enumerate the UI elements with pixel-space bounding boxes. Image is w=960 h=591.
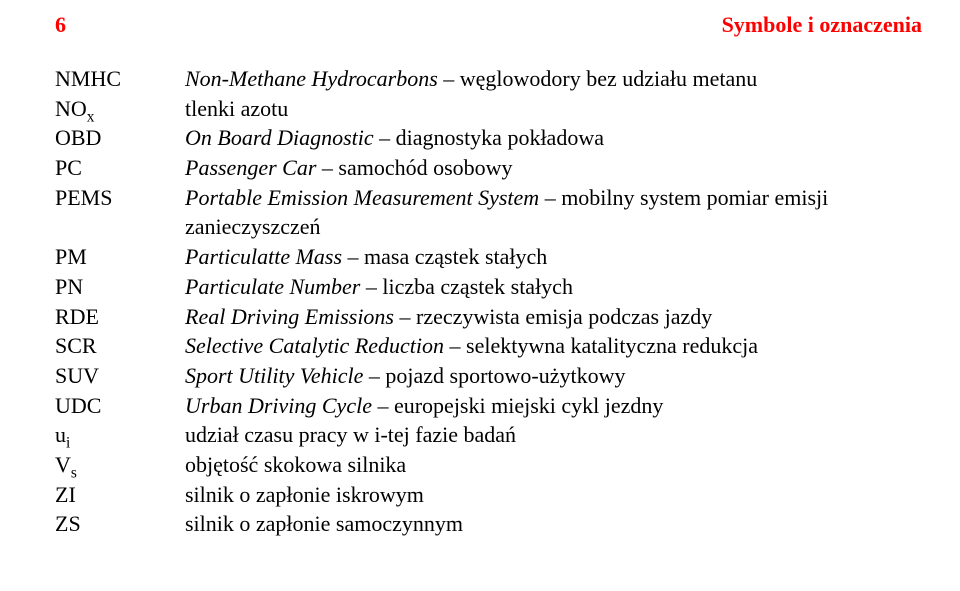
abbr: PN [55, 272, 185, 302]
definition: Particulatte Mass – masa cząstek stałych [185, 242, 922, 272]
abbr: SUV [55, 361, 185, 391]
def-italic: Urban Driving Cycle – [185, 393, 388, 418]
page-number: 6 [55, 12, 66, 38]
def-italic: Passenger Car [185, 155, 316, 180]
abbr: OBD [55, 123, 185, 153]
def-italic: Particulate Number [185, 274, 360, 299]
definition: Real Driving Emissions – rzeczywista emi… [185, 302, 922, 332]
abbr-sub: s [71, 464, 77, 481]
abbr: NOx [55, 94, 185, 124]
def-italic: Portable Emission Measurement System [185, 185, 539, 210]
definition-row: NMHC Non-Methane Hydrocarbons – węglowod… [55, 64, 922, 94]
definition: objętość skokowa silnika [185, 450, 922, 480]
definition-row: PN Particulate Number – liczba cząstek s… [55, 272, 922, 302]
def-italic: Selective Catalytic Reduction [185, 333, 444, 358]
definition: Non-Methane Hydrocarbons – węglowodory b… [185, 64, 922, 94]
definition: Particulate Number – liczba cząstek stał… [185, 272, 922, 302]
definition-row: ZS silnik o zapłonie samoczynnym [55, 509, 922, 539]
definition-row: SCR Selective Catalytic Reduction – sele… [55, 331, 922, 361]
abbr: UDC [55, 391, 185, 421]
abbr: Vs [55, 450, 185, 480]
definitions-list: NMHC Non-Methane Hydrocarbons – węglowod… [55, 64, 922, 539]
abbr: ZI [55, 480, 185, 510]
definition-row: UDC Urban Driving Cycle – europejski mie… [55, 391, 922, 421]
definition-row: PEMS Portable Emission Measurement Syste… [55, 183, 922, 242]
def-italic: On Board Diagnostic [185, 125, 374, 150]
def-rest: – selektywna katalityczna redukcja [444, 333, 758, 358]
def-rest: tlenki azotu [185, 96, 288, 121]
def-italic: Particulatte Mass [185, 244, 342, 269]
definition-row: ui udział czasu pracy w i-tej fazie bada… [55, 420, 922, 450]
definition: Portable Emission Measurement System – m… [185, 183, 922, 242]
definition: Passenger Car – samochód osobowy [185, 153, 922, 183]
abbr-main: u [55, 422, 66, 447]
abbr-main: NO [55, 96, 87, 121]
definition-row: OBD On Board Diagnostic – diagnostyka po… [55, 123, 922, 153]
def-italic: Real Driving Emissions [185, 304, 394, 329]
def-rest: – samochód osobowy [316, 155, 512, 180]
definition: udział czasu pracy w i-tej fazie badań [185, 420, 922, 450]
abbr: PEMS [55, 183, 185, 242]
definition: Sport Utility Vehicle – pojazd sportowo-… [185, 361, 922, 391]
abbr: NMHC [55, 64, 185, 94]
abbr: SCR [55, 331, 185, 361]
abbr: ui [55, 420, 185, 450]
header-title: Symbole i oznaczenia [722, 12, 922, 38]
abbr-main: V [55, 452, 71, 477]
def-rest: pojazd sportowo-użytkowy [380, 363, 626, 388]
abbr: PC [55, 153, 185, 183]
definition: Selective Catalytic Reduction – selektyw… [185, 331, 922, 361]
definition-row: ZI silnik o zapłonie iskrowym [55, 480, 922, 510]
def-rest: silnik o zapłonie samoczynnym [185, 511, 463, 536]
def-rest: silnik o zapłonie iskrowym [185, 482, 424, 507]
def-italic: Sport Utility Vehicle – [185, 363, 380, 388]
def-rest: objętość skokowa silnika [185, 452, 406, 477]
definition: silnik o zapłonie samoczynnym [185, 509, 922, 539]
abbr: ZS [55, 509, 185, 539]
definition-row: RDE Real Driving Emissions – rzeczywista… [55, 302, 922, 332]
definition-row: PC Passenger Car – samochód osobowy [55, 153, 922, 183]
def-italic: Non-Methane Hydrocarbons [185, 66, 438, 91]
definition: On Board Diagnostic – diagnostyka pokład… [185, 123, 922, 153]
page-header: 6 Symbole i oznaczenia [55, 12, 922, 38]
def-rest: – rzeczywista emisja podczas jazdy [394, 304, 712, 329]
def-rest: – węglowodory bez udziału metanu [438, 66, 758, 91]
definition-row: SUV Sport Utility Vehicle – pojazd sport… [55, 361, 922, 391]
abbr: PM [55, 242, 185, 272]
definition-row: Vs objętość skokowa silnika [55, 450, 922, 480]
definition-row: NOx tlenki azotu [55, 94, 922, 124]
definition: Urban Driving Cycle – europejski miejski… [185, 391, 922, 421]
def-rest: – diagnostyka pokładowa [374, 125, 604, 150]
def-rest: – masa cząstek stałych [342, 244, 547, 269]
definition: tlenki azotu [185, 94, 922, 124]
def-rest: – liczba cząstek stałych [360, 274, 573, 299]
definition: silnik o zapłonie iskrowym [185, 480, 922, 510]
abbr: RDE [55, 302, 185, 332]
def-rest: europejski miejski cykl jezdny [388, 393, 663, 418]
definition-row: PM Particulatte Mass – masa cząstek stał… [55, 242, 922, 272]
def-rest: udział czasu pracy w i-tej fazie badań [185, 422, 516, 447]
